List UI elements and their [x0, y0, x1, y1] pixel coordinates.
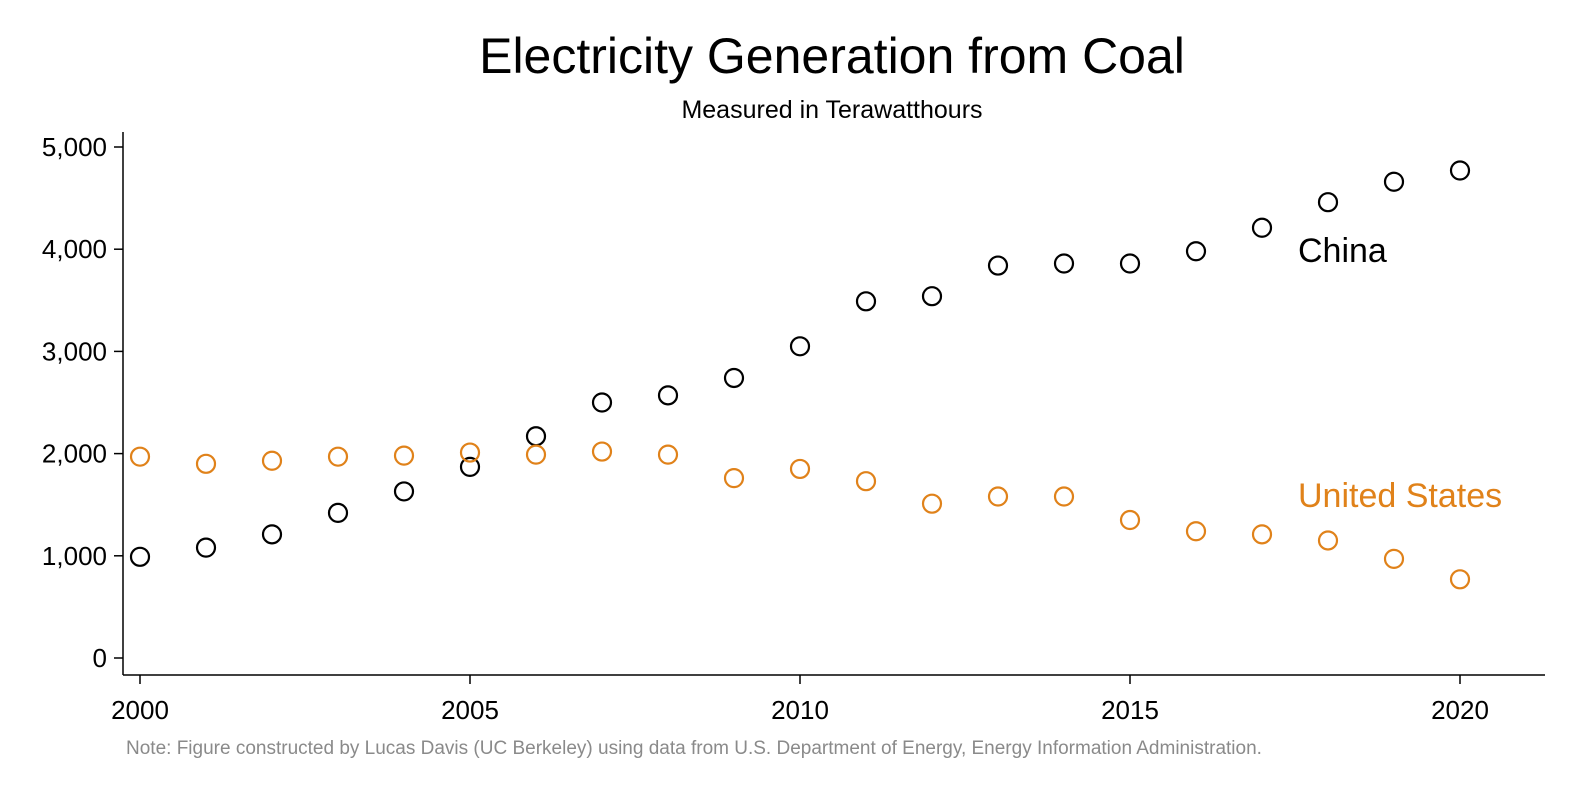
data-point	[723, 367, 745, 389]
data-point	[921, 286, 943, 307]
data-point	[723, 468, 745, 489]
series-china	[129, 160, 1471, 567]
data-point	[789, 458, 811, 480]
data-point	[1119, 253, 1141, 274]
x-tick-label: 2010	[771, 695, 829, 725]
data-point	[591, 392, 613, 413]
y-tick-label: 4,000	[42, 234, 107, 264]
data-point	[1119, 509, 1141, 531]
chart-title: Electricity Generation from Coal	[479, 28, 1185, 84]
y-tick-label: 1,000	[42, 541, 107, 571]
data-point	[591, 441, 613, 462]
series-united-states	[129, 441, 1471, 590]
data-point	[525, 444, 547, 465]
data-point	[327, 446, 349, 467]
data-point	[1449, 569, 1471, 590]
data-point	[921, 493, 943, 514]
data-point	[525, 426, 547, 447]
data-point	[459, 456, 481, 477]
y-tick-label: 2,000	[42, 439, 107, 469]
data-point	[129, 446, 151, 467]
y-tick-label: 3,000	[42, 336, 107, 366]
data-point	[855, 291, 877, 312]
data-point	[1185, 241, 1207, 262]
y-tick-label: 0	[93, 643, 107, 673]
source-note: Note: Figure constructed by Lucas Davis …	[126, 738, 1262, 759]
x-tick-label: 2005	[441, 695, 499, 725]
data-point	[855, 471, 877, 492]
data-point	[1449, 160, 1471, 181]
x-tick-label: 2020	[1431, 695, 1489, 725]
data-point	[393, 481, 415, 502]
data-point	[657, 385, 679, 406]
chart-subtitle: Measured in Terawatthours	[681, 96, 982, 124]
data-point	[1053, 486, 1075, 507]
data-point	[327, 502, 349, 523]
data-points	[129, 160, 1471, 590]
data-point	[1053, 253, 1075, 274]
x-tick-label: 2015	[1101, 695, 1159, 725]
data-point	[1185, 521, 1207, 542]
data-point	[261, 524, 283, 545]
y-tick-label: 5,000	[42, 132, 107, 162]
axes	[122, 132, 1545, 676]
data-point	[261, 450, 283, 471]
data-point	[1251, 524, 1273, 545]
x-tick-label: 2000	[111, 695, 169, 725]
data-point	[195, 453, 217, 474]
data-point	[789, 336, 811, 357]
data-point	[1383, 171, 1405, 192]
data-point	[129, 546, 151, 567]
series-label-united-states: United States	[1298, 477, 1502, 515]
data-point	[1317, 192, 1339, 213]
data-point	[195, 537, 217, 558]
data-point	[987, 255, 1009, 276]
data-point	[1383, 548, 1405, 569]
y-ticks: 0 1,000 2,000 3,000 4,000 5,000	[42, 132, 123, 673]
data-point	[393, 445, 415, 466]
data-point	[1251, 217, 1273, 238]
data-point	[459, 442, 481, 463]
data-point	[657, 444, 679, 465]
data-point	[1317, 530, 1339, 551]
series-label-china: China	[1298, 232, 1387, 270]
data-point	[987, 486, 1009, 507]
x-ticks: 2000 2005 2010 2015 2020	[111, 675, 1489, 725]
